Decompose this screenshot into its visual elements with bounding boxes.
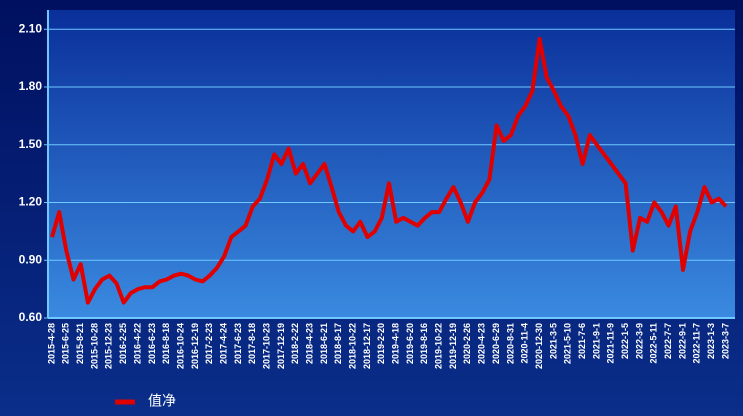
x-tick-label: 2020-4-23 xyxy=(477,323,487,364)
x-tick-label: 2017-6-23 xyxy=(233,323,243,364)
x-tick-label: 2016-10-24 xyxy=(175,323,185,369)
x-tick-label: 2021-11-9 xyxy=(606,323,616,364)
y-tick-label: 0.90 xyxy=(19,252,43,266)
x-tick-label: 2022-5-11 xyxy=(649,323,659,364)
x-tick-label: 2022-9-1 xyxy=(677,323,687,359)
x-tick-label: 2016-4-22 xyxy=(132,323,142,364)
x-tick-label: 2022-1-5 xyxy=(620,323,630,359)
y-tick-label: 1.50 xyxy=(19,137,43,151)
x-tick-label: 2017-8-18 xyxy=(247,323,257,364)
x-tick-label: 2020-8-31 xyxy=(505,323,515,364)
x-tick-label: 2019-8-16 xyxy=(419,323,429,364)
x-tick-label: 2018-10-22 xyxy=(348,323,358,369)
plot-area xyxy=(48,10,735,318)
x-tick-label: 2021-3-5 xyxy=(548,323,558,359)
x-tick-label: 2019-6-20 xyxy=(405,323,415,364)
x-tick-label: 2017-12-19 xyxy=(276,323,286,369)
y-tick-label: 1.80 xyxy=(19,79,43,93)
x-tick-label: 2022-11-7 xyxy=(692,323,702,364)
x-tick-label: 2017-10-23 xyxy=(261,323,271,369)
x-tick-label: 2015-6-25 xyxy=(61,323,71,364)
series-line xyxy=(50,36,728,305)
y-tick-label: 0.60 xyxy=(19,310,43,324)
x-tick-label: 2021-9-1 xyxy=(591,323,601,359)
x-tick-label: 2021-5-10 xyxy=(563,323,573,364)
x-tick-label: 2020-2-26 xyxy=(462,323,472,364)
x-tick-label: 2016-2-25 xyxy=(118,323,128,364)
x-tick-label: 2019-12-19 xyxy=(448,323,458,369)
x-tick-label: 2019-10-22 xyxy=(434,323,444,369)
y-tick-label: 2.10 xyxy=(19,21,43,35)
x-tick-label: 2022-7-7 xyxy=(663,323,673,359)
x-tick-label: 2016-8-18 xyxy=(161,323,171,364)
legend-label: 值净 xyxy=(148,393,176,409)
x-tick-label: 2023-3-7 xyxy=(720,323,730,359)
x-tick-label: 2020-12-30 xyxy=(534,323,544,369)
x-tick-label: 2021-7-6 xyxy=(577,323,587,359)
x-tick-label: 2018-4-23 xyxy=(305,323,315,364)
x-tick-label: 2015-12-23 xyxy=(104,323,114,369)
x-tick-label: 2017-2-23 xyxy=(204,323,214,364)
x-tick-label: 2019-4-18 xyxy=(391,323,401,364)
x-tick-label: 2018-2-22 xyxy=(290,323,300,364)
x-tick-label: 2015-10-28 xyxy=(89,323,99,369)
x-tick-label: 2022-3-9 xyxy=(634,323,644,359)
x-tick-label: 2015-8-21 xyxy=(75,323,85,364)
x-tick-label: 2019-2-20 xyxy=(376,323,386,364)
x-tick-label: 2023-1-3 xyxy=(706,323,716,359)
x-tick-label: 2018-8-17 xyxy=(333,323,343,364)
x-tick-label: 2018-12-17 xyxy=(362,323,372,369)
x-tick-label: 2017-4-24 xyxy=(218,323,228,364)
x-tick-label: 2015-4-28 xyxy=(46,323,56,364)
x-tick-label: 2016-6-23 xyxy=(147,323,157,364)
x-tick-label: 2016-12-19 xyxy=(190,323,200,369)
x-tick-label: 2020-11-4 xyxy=(520,323,530,364)
x-tick-label: 2018-6-21 xyxy=(319,323,329,364)
y-tick-label: 1.20 xyxy=(19,195,43,209)
x-tick-label: 2020-6-29 xyxy=(491,323,501,364)
